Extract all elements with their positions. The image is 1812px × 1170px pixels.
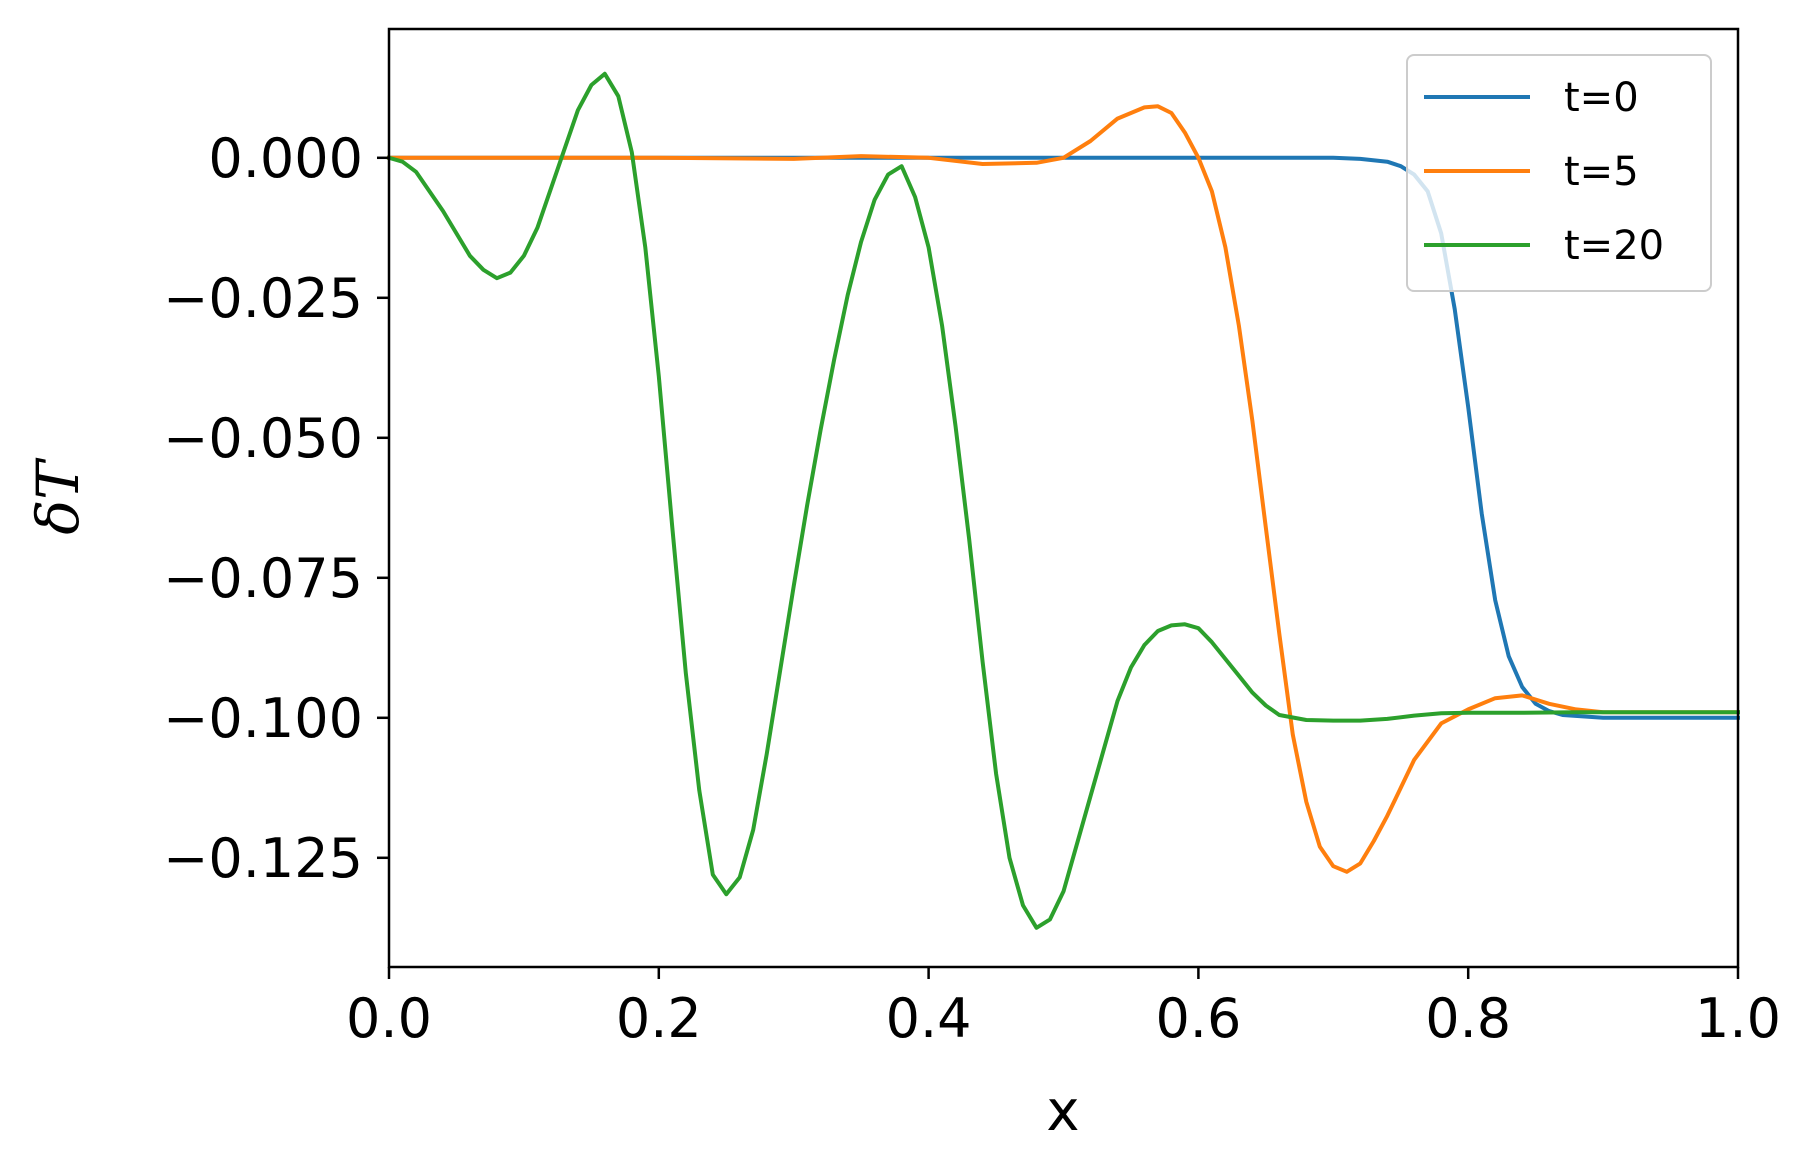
y-axis-title: δT <box>24 457 92 535</box>
y-axis: 0.000 −0.025 −0.050 −0.075 −0.100 −0.125 <box>163 127 389 890</box>
y-tick-label: −0.125 <box>163 827 363 890</box>
legend: t=0 t=5 t=20 <box>1406 54 1712 292</box>
y-tick-label: −0.050 <box>163 407 363 470</box>
y-tick-label: 0.000 <box>208 127 363 190</box>
x-tick-label: 0.0 <box>346 987 432 1050</box>
series-line-t5 <box>387 104 1740 874</box>
x-tick-label: 0.8 <box>1425 987 1511 1050</box>
legend-label-t20: t=20 <box>1564 223 1664 269</box>
x-axis: 0.0 0.2 0.4 0.6 0.8 1.0 <box>346 967 1781 1050</box>
legend-label-t0: t=0 <box>1564 75 1639 121</box>
plot-frame <box>387 27 1740 969</box>
series-line-t20 <box>386 71 1740 930</box>
x-tick-label: 0.6 <box>1155 987 1241 1050</box>
y-tick-label: −0.025 <box>163 267 363 330</box>
x-tick-label: 1.0 <box>1695 987 1781 1050</box>
x-tick-label: 0.2 <box>616 987 702 1050</box>
legend-label-t5: t=5 <box>1564 149 1639 195</box>
legend-box <box>1406 54 1712 292</box>
y-tick-label: −0.075 <box>163 547 363 610</box>
x-tick-label: 0.4 <box>886 987 972 1050</box>
x-axis-title: x <box>1046 1079 1079 1144</box>
y-tick-label: −0.100 <box>163 687 363 750</box>
